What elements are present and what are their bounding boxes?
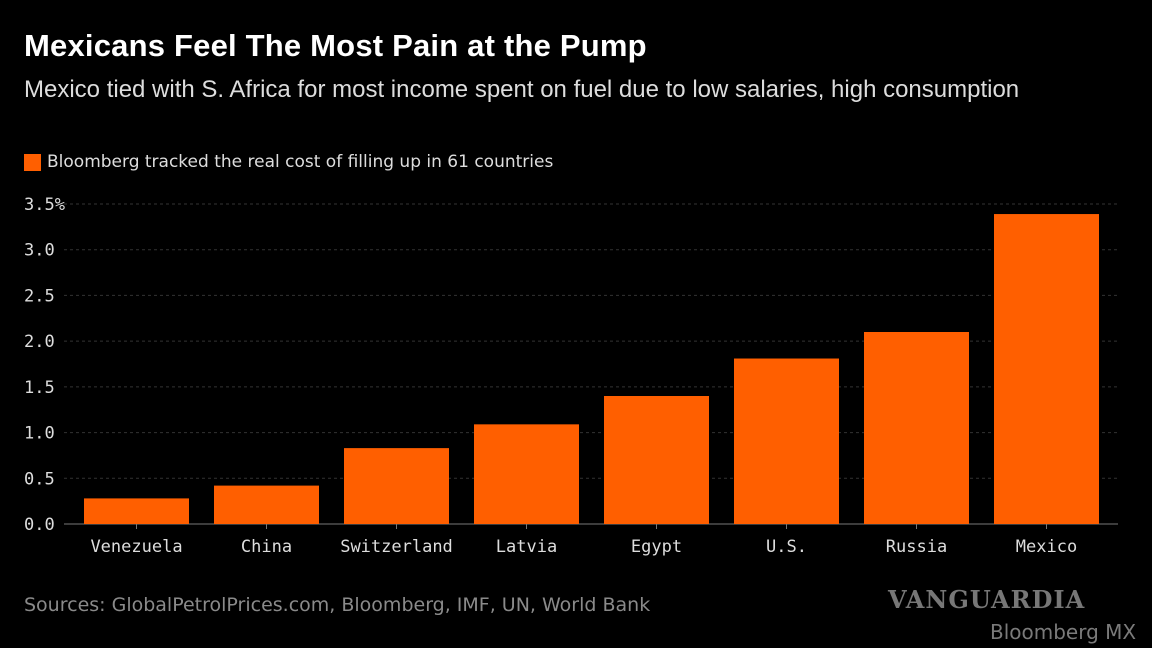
bar-us: [734, 358, 839, 524]
chart-subtitle: Mexico tied with S. Africa for most inco…: [24, 76, 1020, 103]
x-tick-label: Latvia: [496, 537, 557, 557]
y-tick-label: 3.0: [24, 241, 55, 261]
x-tick-label: U.S.: [766, 537, 807, 557]
x-tick-label: Russia: [886, 537, 947, 557]
bar-china: [214, 485, 319, 524]
legend-swatch: [24, 153, 41, 171]
watermark-logo-2: Bloomberg MX: [990, 620, 1137, 644]
y-tick-label: 3.5%: [24, 195, 65, 215]
chart-title: Mexicans Feel The Most Pain at the Pump: [24, 28, 647, 63]
source-note: Sources: GlobalPetrolPrices.com, Bloombe…: [24, 594, 651, 616]
legend-label: Bloomberg tracked the real cost of filli…: [47, 152, 554, 172]
bar-egypt: [604, 396, 709, 524]
bar-switzerland: [344, 448, 449, 524]
bar-latvia: [474, 424, 579, 524]
y-tick-label: 1.0: [24, 424, 55, 444]
legend: Bloomberg tracked the real cost of filli…: [24, 152, 553, 172]
y-tick-label: 0.0: [24, 515, 55, 535]
y-tick-label: 1.5: [24, 378, 55, 398]
y-tick-label: 2.5: [24, 286, 55, 306]
x-tick-label: Mexico: [1016, 537, 1077, 557]
y-tick-label: 2.0: [24, 332, 55, 352]
watermark-logo: VANGUARDIA: [888, 585, 1086, 614]
x-tick-label: Egypt: [631, 537, 682, 557]
bar-russia: [864, 332, 969, 524]
bar-mexico: [994, 214, 1099, 525]
x-tick-label: China: [241, 537, 292, 557]
bar-venezuela: [84, 498, 189, 524]
x-tick-label: Switzerland: [340, 537, 453, 557]
x-tick-label: Venezuela: [90, 537, 182, 557]
y-tick-label: 0.5: [24, 469, 55, 489]
